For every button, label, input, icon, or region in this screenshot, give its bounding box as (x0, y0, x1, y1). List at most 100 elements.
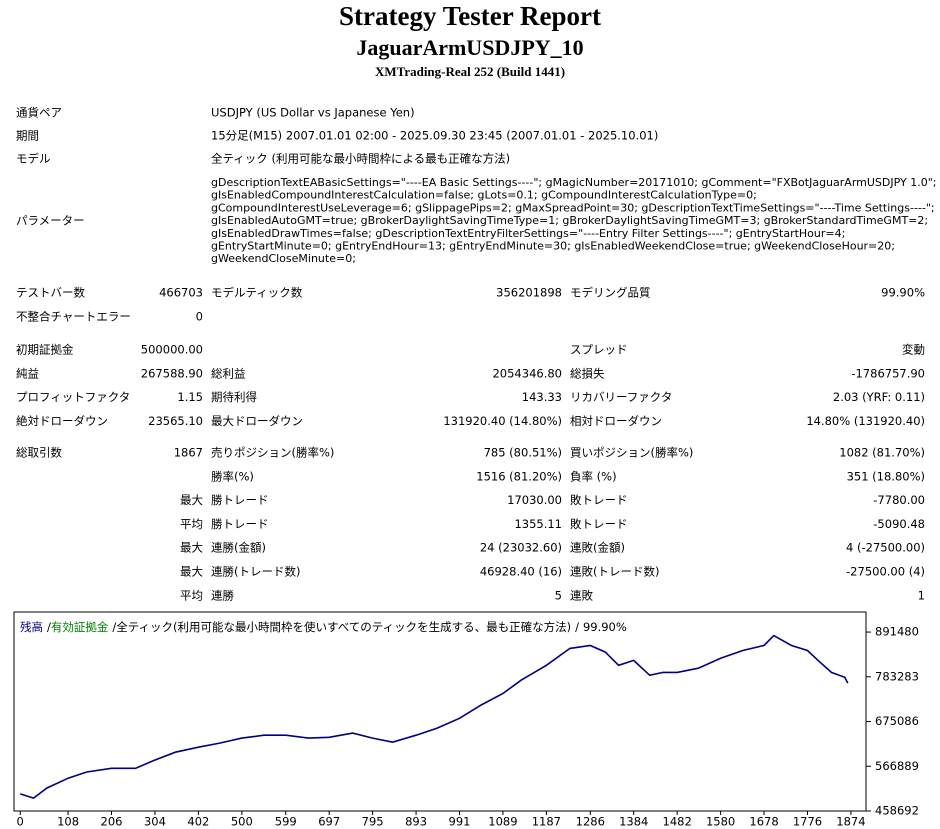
x-tick-label: 697 (318, 815, 340, 829)
stat-value: 267588.90 (141, 366, 203, 380)
y-tick-label: 458692 (875, 804, 919, 818)
stat-value: -7780.00 (873, 493, 925, 507)
stat-value: 143.33 (522, 390, 562, 404)
stat-value: 2054346.80 (492, 366, 562, 380)
x-tick-label: 1482 (663, 815, 692, 829)
stat-value: 最大 (180, 565, 203, 579)
stat-label: 敗トレード (570, 493, 628, 507)
stat-value: -27500.00 (4) (846, 565, 925, 579)
stat-value: 平均 (180, 588, 203, 602)
legend-separator: / (112, 620, 116, 634)
stat-value: 1355.11 (514, 517, 562, 531)
legend-entry: 残高 (20, 620, 43, 634)
stat-label: 連勝 (211, 588, 234, 602)
chart-quality: 99.90% (583, 620, 627, 634)
stat-label: 連勝(トレード数) (211, 565, 300, 579)
info-value: 全ティック (利用可能な最小時間枠による最も正確な方法) (211, 152, 510, 166)
report-subtitle: JaguarArmUSDJPY_10 (356, 35, 583, 60)
stat-label: スプレッド (570, 343, 628, 357)
info-label: パラメーター (16, 214, 85, 228)
stat-label: 絶対ドローダウン (16, 414, 108, 428)
stat-value: 351 (18.80%) (847, 469, 925, 483)
y-tick-label: 566889 (875, 759, 919, 773)
x-tick-label: 402 (187, 815, 209, 829)
stat-label: 純益 (16, 366, 39, 380)
stat-label: 連勝(金額) (211, 541, 266, 555)
report-title: Strategy Tester Report (339, 1, 601, 31)
stat-value: 平均 (180, 517, 203, 531)
chart-caption: 全ティック(利用可能な最小時間枠を使いすべてのティックを生成する、最も正確な方法… (116, 620, 571, 634)
stat-label: 総損失 (570, 366, 605, 380)
stat-value: 1082 (81.70%) (839, 446, 925, 460)
x-tick-label: 304 (144, 815, 166, 829)
stat-label: リカバリーファクタ (570, 390, 672, 404)
info-value: gIsEnabledAutoGMT=true; gBrokerDaylightS… (211, 214, 928, 227)
stat-label: 連敗(金額) (570, 541, 625, 555)
stat-label: 最大ドローダウン (211, 414, 303, 428)
info-value: gEntryStartMinute=0; gEntryEndHour=13; g… (211, 240, 895, 253)
x-tick-label: 500 (231, 815, 253, 829)
info-value: gWeekendCloseMinute=0; (211, 252, 356, 265)
stat-value: 5 (555, 588, 562, 602)
x-tick-label: 893 (405, 815, 427, 829)
stat-label: 総利益 (211, 366, 246, 380)
stat-value: 356201898 (496, 286, 562, 300)
info-value: gIsEnabledDrawTimes=false; gDescriptionT… (211, 227, 845, 240)
stat-label: 相対ドローダウン (570, 414, 662, 428)
x-tick-label: 1286 (576, 815, 605, 829)
chart-legend: 残高/有効証拠金/全ティック(利用可能な最小時間枠を使いすべてのティックを生成す… (20, 620, 627, 634)
stat-value: 24 (23032.60) (480, 541, 562, 555)
info-value: gDescriptionTextEABasicSettings="----EA … (211, 176, 936, 189)
stat-value: 2.03 (YRF: 0.11) (833, 390, 925, 404)
stat-label: プロフィットファクタ (16, 390, 130, 404)
stat-label: 総取引数 (16, 446, 62, 460)
x-tick-label: 108 (57, 815, 79, 829)
chart-frame (13, 611, 867, 812)
stat-value: 1.15 (177, 390, 203, 404)
info-value: USDJPY (US Dollar vs Japanese Yen) (211, 106, 415, 120)
legend-separator: / (47, 620, 51, 634)
x-tick-label: 1089 (488, 815, 517, 829)
x-tick-label: 1678 (749, 815, 778, 829)
stat-label: 期待利得 (211, 390, 257, 404)
build-info: XMTrading-Real 252 (Build 1441) (375, 64, 565, 79)
x-tick-label: 1187 (532, 815, 561, 829)
stat-value: 46928.40 (16) (480, 565, 562, 579)
x-tick-label: 1384 (619, 815, 648, 829)
x-tick-label: 0 (17, 815, 24, 829)
stat-value: 4 (-27500.00) (846, 541, 925, 555)
stat-value: 17030.00 (507, 493, 562, 507)
stat-value: -5090.48 (873, 517, 925, 531)
x-tick-label: 206 (101, 815, 123, 829)
info-value: gIsEnabledCompoundInterestCalculation=fa… (211, 189, 757, 202)
stat-label: 敗トレード (570, 517, 628, 531)
stat-value: 最大 (180, 493, 203, 507)
stat-label: 不整合チャートエラー (16, 309, 131, 323)
stat-value: 0 (196, 309, 203, 323)
stat-value: 1867 (174, 446, 203, 460)
stat-label: モデリング品質 (570, 286, 651, 300)
stat-value: 500000.00 (141, 343, 203, 357)
stat-value: 466703 (159, 286, 203, 300)
stat-label: 負率 (%) (570, 469, 617, 483)
stat-value: 変動 (902, 343, 925, 357)
stat-label: テストバー数 (16, 286, 85, 300)
stat-value: 131920.40 (14.80%) (443, 414, 562, 428)
stat-value: 最大 (180, 541, 203, 555)
info-label: 期間 (16, 129, 39, 143)
stat-value: 14.80% (131920.40) (806, 414, 925, 428)
stat-value: 99.90% (881, 286, 925, 300)
stat-value: 785 (80.51%) (484, 446, 562, 460)
x-tick-label: 1874 (836, 815, 865, 829)
legend-separator: / (575, 620, 579, 634)
stat-label: 勝トレード (211, 493, 269, 507)
info-value: 15分足(M15) 2007.01.01 02:00 - 2025.09.30 … (211, 129, 658, 143)
stat-label: 売りポジション(勝率%) (211, 446, 334, 460)
stat-label: 勝トレード (211, 517, 269, 531)
info-label: モデル (16, 152, 51, 166)
stat-value: 23565.10 (148, 414, 203, 428)
stat-value: -1786757.90 (851, 366, 925, 380)
stat-label: 勝率(%) (211, 469, 254, 483)
